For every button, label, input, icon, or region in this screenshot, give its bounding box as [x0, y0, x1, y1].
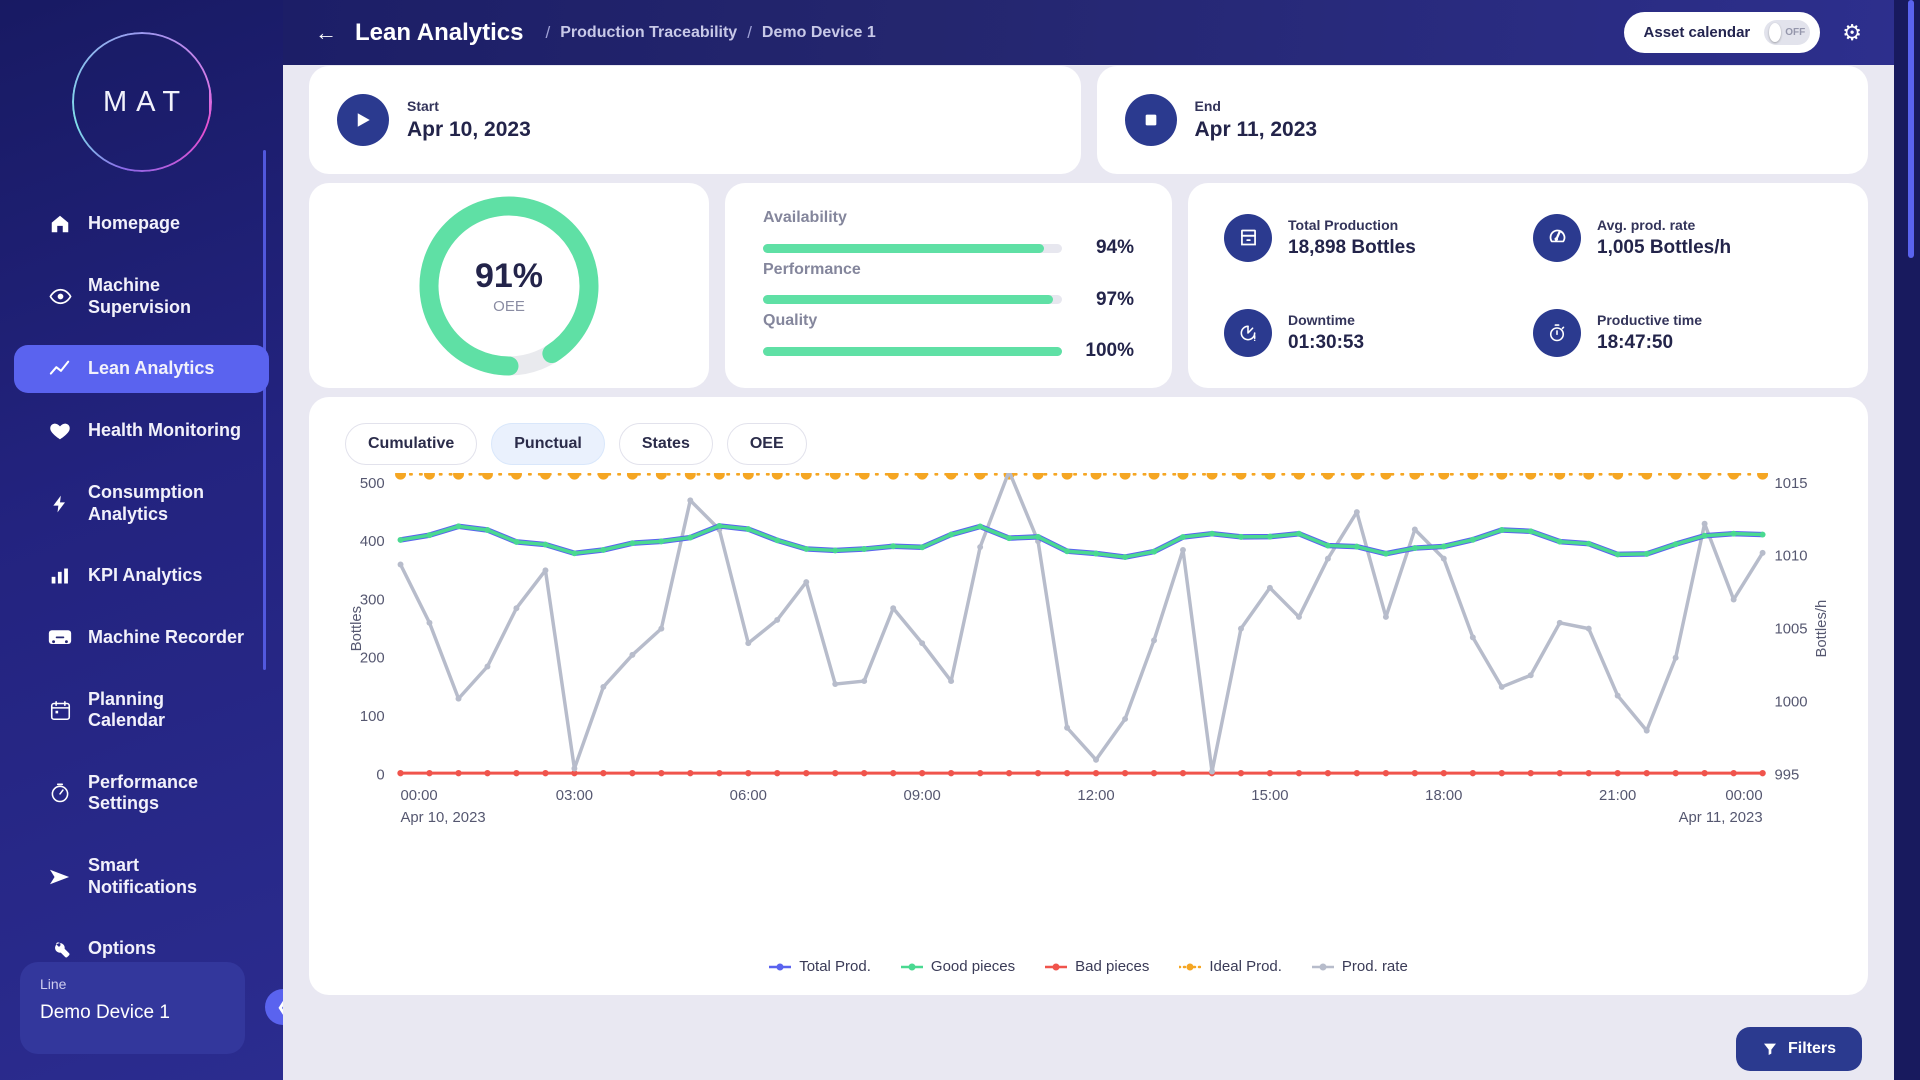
svg-text:1010: 1010	[1774, 549, 1807, 565]
svg-text:0: 0	[376, 767, 384, 783]
svg-text:12:00: 12:00	[1077, 788, 1114, 804]
svg-text:Bottles: Bottles	[349, 606, 365, 651]
svg-text:200: 200	[360, 651, 385, 667]
svg-text:Apr 10, 2023: Apr 10, 2023	[401, 810, 486, 826]
svg-text:00:00: 00:00	[1725, 788, 1762, 804]
svg-text:00:00: 00:00	[401, 788, 438, 804]
svg-text:995: 995	[1774, 767, 1799, 783]
svg-text:1000: 1000	[1774, 694, 1807, 710]
svg-text:1015: 1015	[1774, 476, 1807, 492]
svg-text:1005: 1005	[1774, 622, 1807, 638]
svg-text:21:00: 21:00	[1599, 788, 1636, 804]
svg-text:100: 100	[360, 709, 385, 725]
svg-text:18:00: 18:00	[1425, 788, 1462, 804]
svg-text:400: 400	[360, 534, 385, 550]
svg-text:03:00: 03:00	[556, 788, 593, 804]
svg-text:Bottles/h: Bottles/h	[1814, 600, 1830, 658]
svg-text:15:00: 15:00	[1251, 788, 1288, 804]
svg-text:06:00: 06:00	[730, 788, 767, 804]
svg-text:500: 500	[360, 476, 385, 492]
svg-text:Apr 11, 2023: Apr 11, 2023	[1679, 810, 1763, 826]
svg-text:09:00: 09:00	[904, 788, 941, 804]
